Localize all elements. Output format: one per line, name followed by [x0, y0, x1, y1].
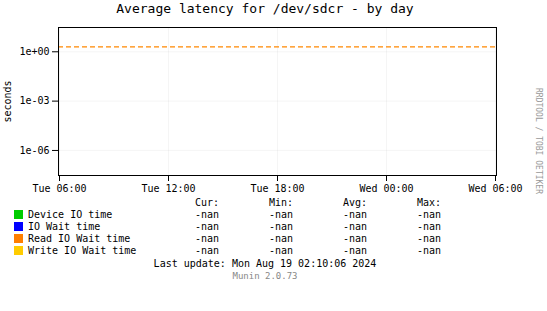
html-text:-nan: -nan: [195, 221, 219, 232]
html-text:Average latency for /dev/sdcr: Average latency for /dev/sdcr - by day: [116, 1, 414, 16]
html-text:Avg:: Avg:: [343, 197, 367, 208]
html-text:-nan: -nan: [269, 221, 293, 232]
html-text:-nan: -nan: [343, 233, 367, 244]
html-text:Last update: Mon Aug 19 02:10:: Last update: Mon Aug 19 02:10:06 2024: [153, 258, 377, 269]
html-text:-nan: -nan: [195, 245, 219, 256]
html-text:Cur:: Cur:: [195, 197, 219, 208]
html-text:Device IO time: Device IO time: [28, 209, 113, 220]
html-text:-nan: -nan: [195, 209, 219, 220]
html-text:Min:: Min:: [269, 197, 293, 208]
html-text:Read IO Wait time: Read IO Wait time: [28, 233, 131, 244]
html-text:-nan: -nan: [343, 221, 367, 232]
html-text:Write IO Wait time: Write IO Wait time: [28, 245, 137, 256]
svg-text:Tue 12:00: Tue 12:00: [141, 183, 195, 194]
html-text:-nan: -nan: [417, 233, 441, 244]
svg-text:Tue 06:00: Tue 06:00: [32, 183, 86, 194]
html-text:-nan: -nan: [269, 233, 293, 244]
html-text:-nan: -nan: [343, 245, 367, 256]
html-text:Max:: Max:: [417, 197, 441, 208]
svg-text:1e-03: 1e-03: [19, 95, 49, 106]
html-text:RRDTOOL / TOBI OETIKER: RRDTOOL / TOBI OETIKER: [534, 88, 543, 194]
html-text:-nan: -nan: [343, 209, 367, 220]
html-text:-nan: -nan: [269, 245, 293, 256]
svg-text:Tue 18:00: Tue 18:00: [250, 183, 304, 194]
svg-text:Wed 06:00: Wed 06:00: [468, 183, 522, 194]
svg-text:Wed 00:00: Wed 00:00: [359, 183, 413, 194]
svg-text:1e-06: 1e-06: [19, 145, 49, 156]
svg-text:1e+00: 1e+00: [19, 46, 49, 57]
html-text:-nan: -nan: [195, 233, 219, 244]
svg-text:seconds: seconds: [2, 80, 13, 122]
html-text:-nan: -nan: [417, 221, 441, 232]
html-text:-nan: -nan: [417, 245, 441, 256]
html-text:-nan: -nan: [269, 209, 293, 220]
html-text:Munin 2.0.73: Munin 2.0.73: [232, 271, 298, 281]
html-text:-nan: -nan: [417, 209, 441, 220]
html-text:IO Wait time: IO Wait time: [28, 221, 101, 232]
